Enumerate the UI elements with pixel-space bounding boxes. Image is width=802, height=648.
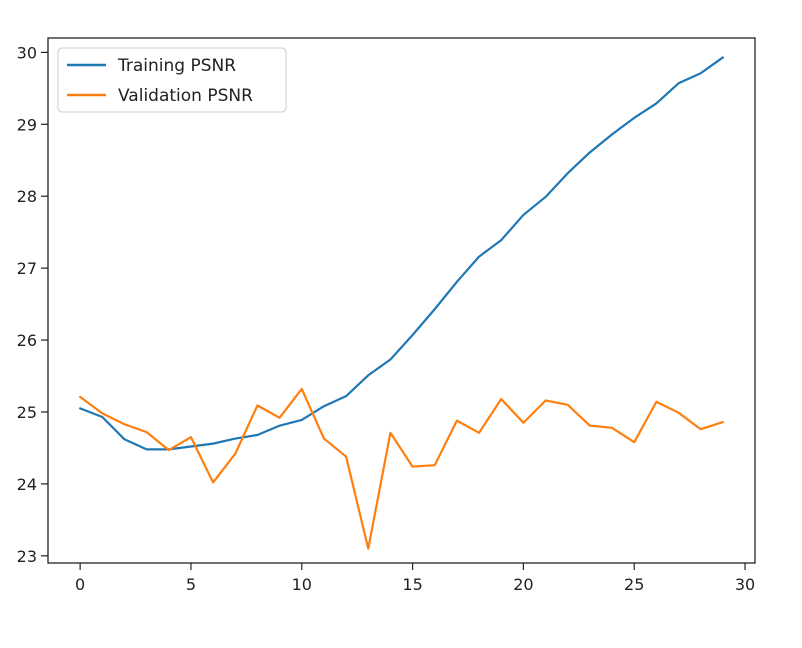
legend: Training PSNR Validation PSNR: [57, 47, 287, 113]
data-point: [234, 437, 237, 440]
x-tick-label: 30: [735, 575, 755, 594]
data-point: [256, 433, 259, 436]
data-point: [610, 426, 613, 429]
y-tick-label: 29: [17, 115, 37, 134]
data-point: [610, 133, 613, 136]
data-point: [411, 333, 414, 336]
data-point: [500, 397, 503, 400]
data-point: [566, 172, 569, 175]
data-point: [455, 419, 458, 422]
y-tick-label: 25: [17, 403, 37, 422]
data-point: [544, 195, 547, 198]
frame-layer: [47, 37, 756, 564]
data-point: [300, 387, 303, 390]
data-point: [300, 418, 303, 421]
data-point: [101, 415, 104, 418]
data-point: [145, 448, 148, 451]
x-tick-label: 5: [186, 575, 196, 594]
data-point: [212, 442, 215, 445]
series-line-validation-psnr: [79, 387, 724, 550]
data-point: [544, 399, 547, 402]
data-point: [477, 255, 480, 258]
x-tick-label: 15: [402, 575, 422, 594]
data-point: [234, 452, 237, 455]
data-point: [500, 238, 503, 241]
data-point: [655, 400, 658, 403]
data-point: [79, 395, 82, 398]
legend-label: Validation PSNR: [118, 86, 253, 106]
data-point: [633, 116, 636, 119]
data-point: [123, 423, 126, 426]
data-point: [344, 395, 347, 398]
data-point: [433, 308, 436, 311]
series-line-training-psnr: [79, 56, 724, 451]
x-tick-label: 10: [292, 575, 312, 594]
data-point: [212, 481, 215, 484]
x-tick-label: 0: [75, 575, 85, 594]
y-tick-label: 30: [17, 43, 37, 62]
data-point: [344, 455, 347, 458]
data-point: [477, 431, 480, 434]
data-point: [588, 424, 591, 427]
data-point: [721, 420, 724, 423]
data-point: [123, 438, 126, 441]
data-point: [389, 358, 392, 361]
data-point: [455, 280, 458, 283]
data-point: [411, 465, 414, 468]
data-point: [101, 412, 104, 415]
data-point: [389, 431, 392, 434]
data-point: [367, 374, 370, 377]
series-layer: [79, 56, 724, 550]
data-point: [189, 436, 192, 439]
data-point: [322, 405, 325, 408]
x-tick-label: 20: [513, 575, 533, 594]
data-point: [566, 403, 569, 406]
data-point: [699, 72, 702, 75]
x-tick-label: 25: [624, 575, 644, 594]
data-point: [699, 428, 702, 431]
data-point: [256, 404, 259, 407]
data-point: [367, 547, 370, 550]
data-point: [655, 102, 658, 105]
legend-label: Training PSNR: [117, 56, 236, 76]
axes-layer: 0 5 10 15 20 25 30 23 24 25 26 27 28 29 30: [17, 43, 756, 594]
y-tick-label: 26: [17, 331, 37, 350]
data-point: [522, 213, 525, 216]
y-tick-label: 27: [17, 259, 37, 278]
y-tick-label: 24: [17, 475, 37, 494]
y-tick-label: 28: [17, 187, 37, 206]
data-point: [677, 82, 680, 85]
data-point: [633, 441, 636, 444]
data-point: [145, 431, 148, 434]
data-point: [433, 464, 436, 467]
data-point: [189, 445, 192, 448]
data-point: [322, 437, 325, 440]
data-point: [167, 448, 170, 451]
data-point: [278, 424, 281, 427]
plot-frame: [47, 37, 756, 564]
data-point: [522, 421, 525, 424]
data-point: [721, 56, 724, 59]
legend-box: [57, 47, 287, 113]
data-point: [588, 151, 591, 154]
data-point: [79, 407, 82, 410]
y-tick-label: 23: [17, 547, 37, 566]
data-point: [278, 416, 281, 419]
data-point: [677, 411, 680, 414]
